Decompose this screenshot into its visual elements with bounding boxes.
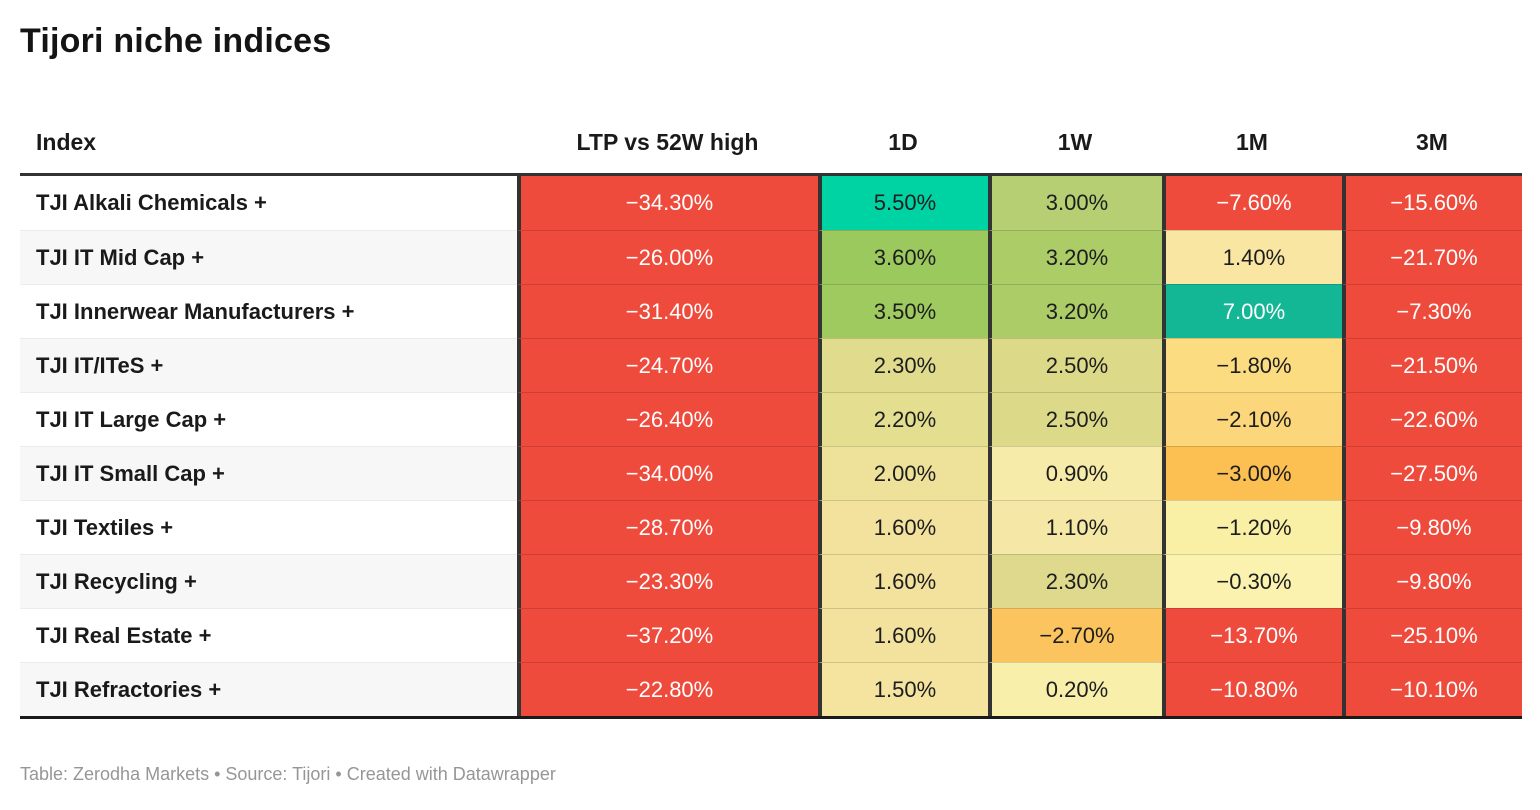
value-cell: −28.70%: [517, 500, 818, 554]
index-cell[interactable]: TJI IT Large Cap +: [20, 392, 517, 446]
table-header: Index LTP vs 52W high 1D 1W 1M 3M: [20, 112, 1522, 176]
table-footer: Table: Zerodha Markets • Source: Tijori …: [20, 764, 556, 784]
column-header-ltp-vs-52w-high: LTP vs 52W high: [576, 129, 759, 155]
value-cell: −27.50%: [1342, 446, 1522, 500]
value-cell: −2.70%: [988, 608, 1162, 662]
value-cell: 2.50%: [988, 338, 1162, 392]
table-row: TJI Real Estate + −37.20% 1.60% −2.70% −13.7…: [20, 608, 1522, 662]
value-cell: 1.50%: [818, 662, 988, 716]
value-cell: −15.60%: [1342, 176, 1522, 230]
value-cell: 2.50%: [988, 392, 1162, 446]
index-cell[interactable]: TJI Recycling +: [20, 554, 517, 608]
table-row: TJI Alkali Chemicals + −34.30% 5.50% 3.00% −…: [20, 176, 1522, 230]
value-cell: −22.60%: [1342, 392, 1522, 446]
index-cell[interactable]: TJI Real Estate +: [20, 608, 517, 662]
value-cell: −7.30%: [1342, 284, 1522, 338]
value-cell: 3.20%: [988, 230, 1162, 284]
value-cell: 1.60%: [818, 554, 988, 608]
column-header-3m: 3M: [1416, 129, 1448, 155]
value-cell: 3.60%: [818, 230, 988, 284]
value-cell: −10.10%: [1342, 662, 1522, 716]
value-cell: 2.30%: [818, 338, 988, 392]
value-cell: −9.80%: [1342, 500, 1522, 554]
value-cell: 1.10%: [988, 500, 1162, 554]
value-cell: 2.30%: [988, 554, 1162, 608]
value-cell: −10.80%: [1162, 662, 1342, 716]
value-cell: −13.70%: [1162, 608, 1342, 662]
column-header-index: Index: [36, 129, 97, 155]
index-cell[interactable]: TJI IT/ITeS +: [20, 338, 517, 392]
value-cell: −34.30%: [517, 176, 818, 230]
value-cell: 0.20%: [988, 662, 1162, 716]
value-cell: −3.00%: [1162, 446, 1342, 500]
index-cell[interactable]: TJI Alkali Chemicals +: [20, 176, 517, 230]
value-cell: −25.10%: [1342, 608, 1522, 662]
value-cell: 1.60%: [818, 608, 988, 662]
value-cell: 1.40%: [1162, 230, 1342, 284]
value-cell: 3.50%: [818, 284, 988, 338]
value-cell: 3.20%: [988, 284, 1162, 338]
table-body: TJI Alkali Chemicals + −34.30% 5.50% 3.00% −…: [20, 176, 1522, 719]
table-row: TJI IT/ITeS + −24.70% 2.30% 2.50% −1.80% −21.…: [20, 338, 1522, 392]
value-cell: −1.20%: [1162, 500, 1342, 554]
value-cell: −9.80%: [1342, 554, 1522, 608]
value-cell: −21.70%: [1342, 230, 1522, 284]
index-cell[interactable]: TJI IT Small Cap +: [20, 446, 517, 500]
chart-title: Tijori niche indices: [20, 22, 332, 60]
value-cell: −7.60%: [1162, 176, 1342, 230]
table: Index LTP vs 52W high 1D 1W 1M 3M TJI Alkali …: [20, 112, 1522, 719]
column-header-1d: 1D: [888, 129, 918, 155]
column-header-1w: 1W: [1057, 129, 1093, 155]
value-cell: 5.50%: [818, 176, 988, 230]
value-cell: −1.80%: [1162, 338, 1342, 392]
value-cell: −37.20%: [517, 608, 818, 662]
table-row: TJI IT Mid Cap + −26.00% 3.60% 3.20% 1.40% −2…: [20, 230, 1522, 284]
value-cell: −22.80%: [517, 662, 818, 716]
table-row: TJI Recycling + −23.30% 1.60% 2.30% −0.30% −9…: [20, 554, 1522, 608]
value-cell: −31.40%: [517, 284, 818, 338]
value-cell: −0.30%: [1162, 554, 1342, 608]
value-cell: 3.00%: [988, 176, 1162, 230]
table-row: TJI Textiles + −28.70% 1.60% 1.10% −1.20% −9.…: [20, 500, 1522, 554]
value-cell: 1.60%: [818, 500, 988, 554]
index-cell[interactable]: TJI Textiles +: [20, 500, 517, 554]
column-header-1m: 1M: [1236, 129, 1268, 155]
value-cell: 0.90%: [988, 446, 1162, 500]
value-cell: −23.30%: [517, 554, 818, 608]
value-cell: −21.50%: [1342, 338, 1522, 392]
index-cell[interactable]: TJI Innerwear Manufacturers +: [20, 284, 517, 338]
table-row: TJI IT Large Cap + −26.40% 2.20% 2.50% −2.10…: [20, 392, 1522, 446]
index-cell[interactable]: TJI IT Mid Cap +: [20, 230, 517, 284]
value-cell: −2.10%: [1162, 392, 1342, 446]
value-cell: 2.00%: [818, 446, 988, 500]
value-cell: −24.70%: [517, 338, 818, 392]
value-cell: −26.00%: [517, 230, 818, 284]
value-cell: 7.00%: [1162, 284, 1342, 338]
value-cell: −34.00%: [517, 446, 818, 500]
index-cell[interactable]: TJI Refractories +: [20, 662, 517, 716]
table-row: TJI Refractories + −22.80% 1.50% 0.20% −10.8…: [20, 662, 1522, 716]
value-cell: 2.20%: [818, 392, 988, 446]
table-row: TJI Innerwear Manufacturers + −31.40% 3.50…: [20, 284, 1522, 338]
table-row: TJI IT Small Cap + −34.00% 2.00% 0.90% −3.00…: [20, 446, 1522, 500]
value-cell: −26.40%: [517, 392, 818, 446]
